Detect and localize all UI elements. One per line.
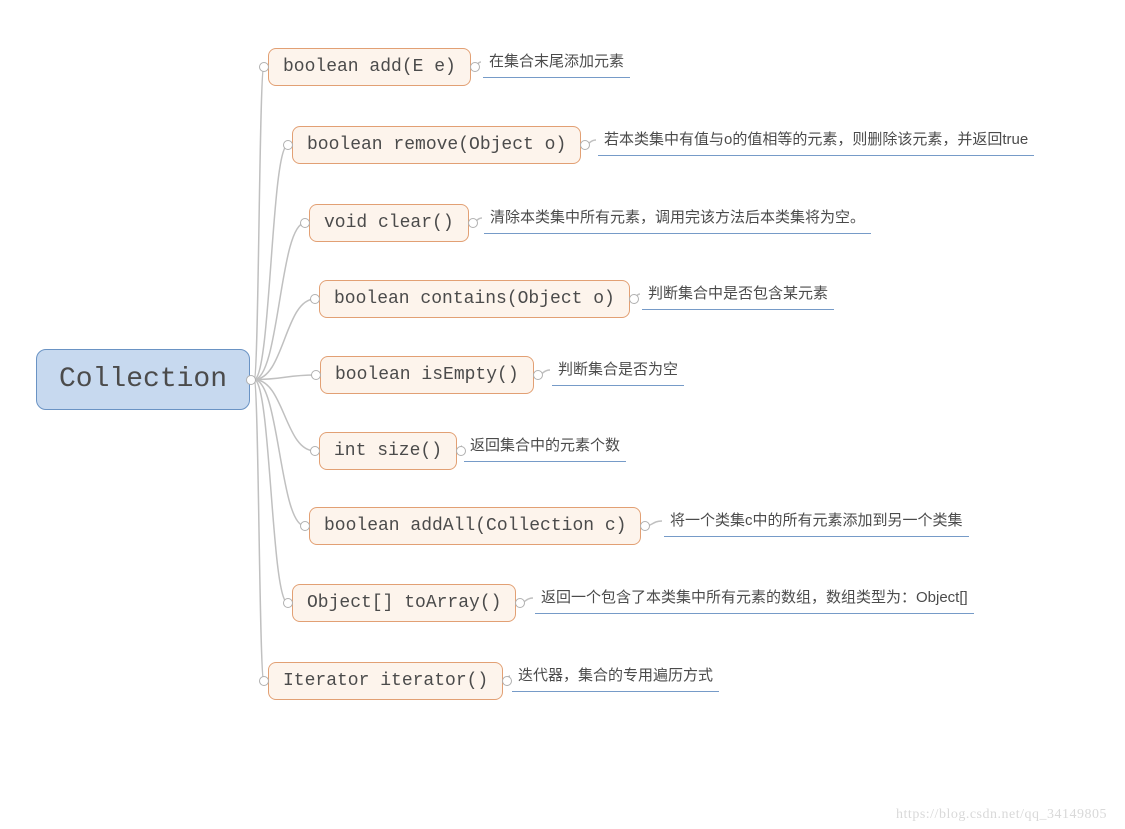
anchor-dot <box>502 676 512 686</box>
desc-node: 迭代器，集合的专用遍历方式 <box>512 660 719 692</box>
anchor-dot <box>629 294 639 304</box>
desc-label: 若本类集中有值与o的值相等的元素，则删除该元素，并返回true <box>604 131 1028 148</box>
anchor-dot <box>470 62 480 72</box>
desc-node: 返回一个包含了本类集中所有元素的数组，数组类型为：Object[] <box>535 582 974 614</box>
anchor-dot <box>259 62 269 72</box>
root-label: Collection <box>59 364 227 395</box>
anchor-dot <box>310 294 320 304</box>
method-node: Object[] toArray() <box>292 584 516 622</box>
method-node: boolean isEmpty() <box>320 356 534 394</box>
method-label: Object[] toArray() <box>307 593 501 613</box>
anchor-dot <box>580 140 590 150</box>
desc-label: 返回集合中的元素个数 <box>470 437 620 454</box>
desc-label: 迭代器，集合的专用遍历方式 <box>518 667 713 684</box>
root-node-collection: Collection <box>36 349 250 410</box>
method-node: Iterator iterator() <box>268 662 503 700</box>
method-node: boolean add(E e) <box>268 48 471 86</box>
method-node: int size() <box>319 432 457 470</box>
anchor-dot <box>310 446 320 456</box>
anchor-dot <box>259 676 269 686</box>
method-node: boolean remove(Object o) <box>292 126 581 164</box>
desc-label: 将一个类集c中的所有元素添加到另一个类集 <box>670 512 963 529</box>
method-label: boolean contains(Object o) <box>334 289 615 309</box>
method-node: boolean contains(Object o) <box>319 280 630 318</box>
anchor-dot <box>515 598 525 608</box>
anchor-dot <box>300 218 310 228</box>
method-label: boolean isEmpty() <box>335 365 519 385</box>
desc-node: 若本类集中有值与o的值相等的元素，则删除该元素，并返回true <box>598 124 1034 156</box>
desc-label: 在集合末尾添加元素 <box>489 53 624 70</box>
method-node: void clear() <box>309 204 469 242</box>
anchor-dot <box>456 446 466 456</box>
desc-label: 判断集合中是否包含某元素 <box>648 285 828 302</box>
method-label: boolean addAll(Collection c) <box>324 516 626 536</box>
method-node: boolean addAll(Collection c) <box>309 507 641 545</box>
anchor-dot <box>300 521 310 531</box>
anchor-dot <box>468 218 478 228</box>
desc-node: 返回集合中的元素个数 <box>464 430 626 462</box>
desc-node: 清除本类集中所有元素，调用完该方法后本类集将为空。 <box>484 202 871 234</box>
method-label: Iterator iterator() <box>283 671 488 691</box>
watermark-text: https://blog.csdn.net/qq_34149805 <box>896 807 1107 823</box>
desc-label: 判断集合是否为空 <box>558 361 678 378</box>
desc-node: 判断集合是否为空 <box>552 354 684 386</box>
anchor-dot <box>246 375 256 385</box>
anchor-dot <box>283 140 293 150</box>
method-label: boolean remove(Object o) <box>307 135 566 155</box>
anchor-dot <box>311 370 321 380</box>
anchor-dot <box>533 370 543 380</box>
anchor-dot <box>283 598 293 608</box>
method-label: void clear() <box>324 213 454 233</box>
desc-node: 将一个类集c中的所有元素添加到另一个类集 <box>664 505 969 537</box>
method-label: int size() <box>334 441 442 461</box>
desc-node: 在集合末尾添加元素 <box>483 46 630 78</box>
method-label: boolean add(E e) <box>283 57 456 77</box>
desc-label: 清除本类集中所有元素，调用完该方法后本类集将为空。 <box>490 209 865 226</box>
desc-node: 判断集合中是否包含某元素 <box>642 278 834 310</box>
anchor-dot <box>640 521 650 531</box>
desc-label: 返回一个包含了本类集中所有元素的数组，数组类型为：Object[] <box>541 589 968 606</box>
